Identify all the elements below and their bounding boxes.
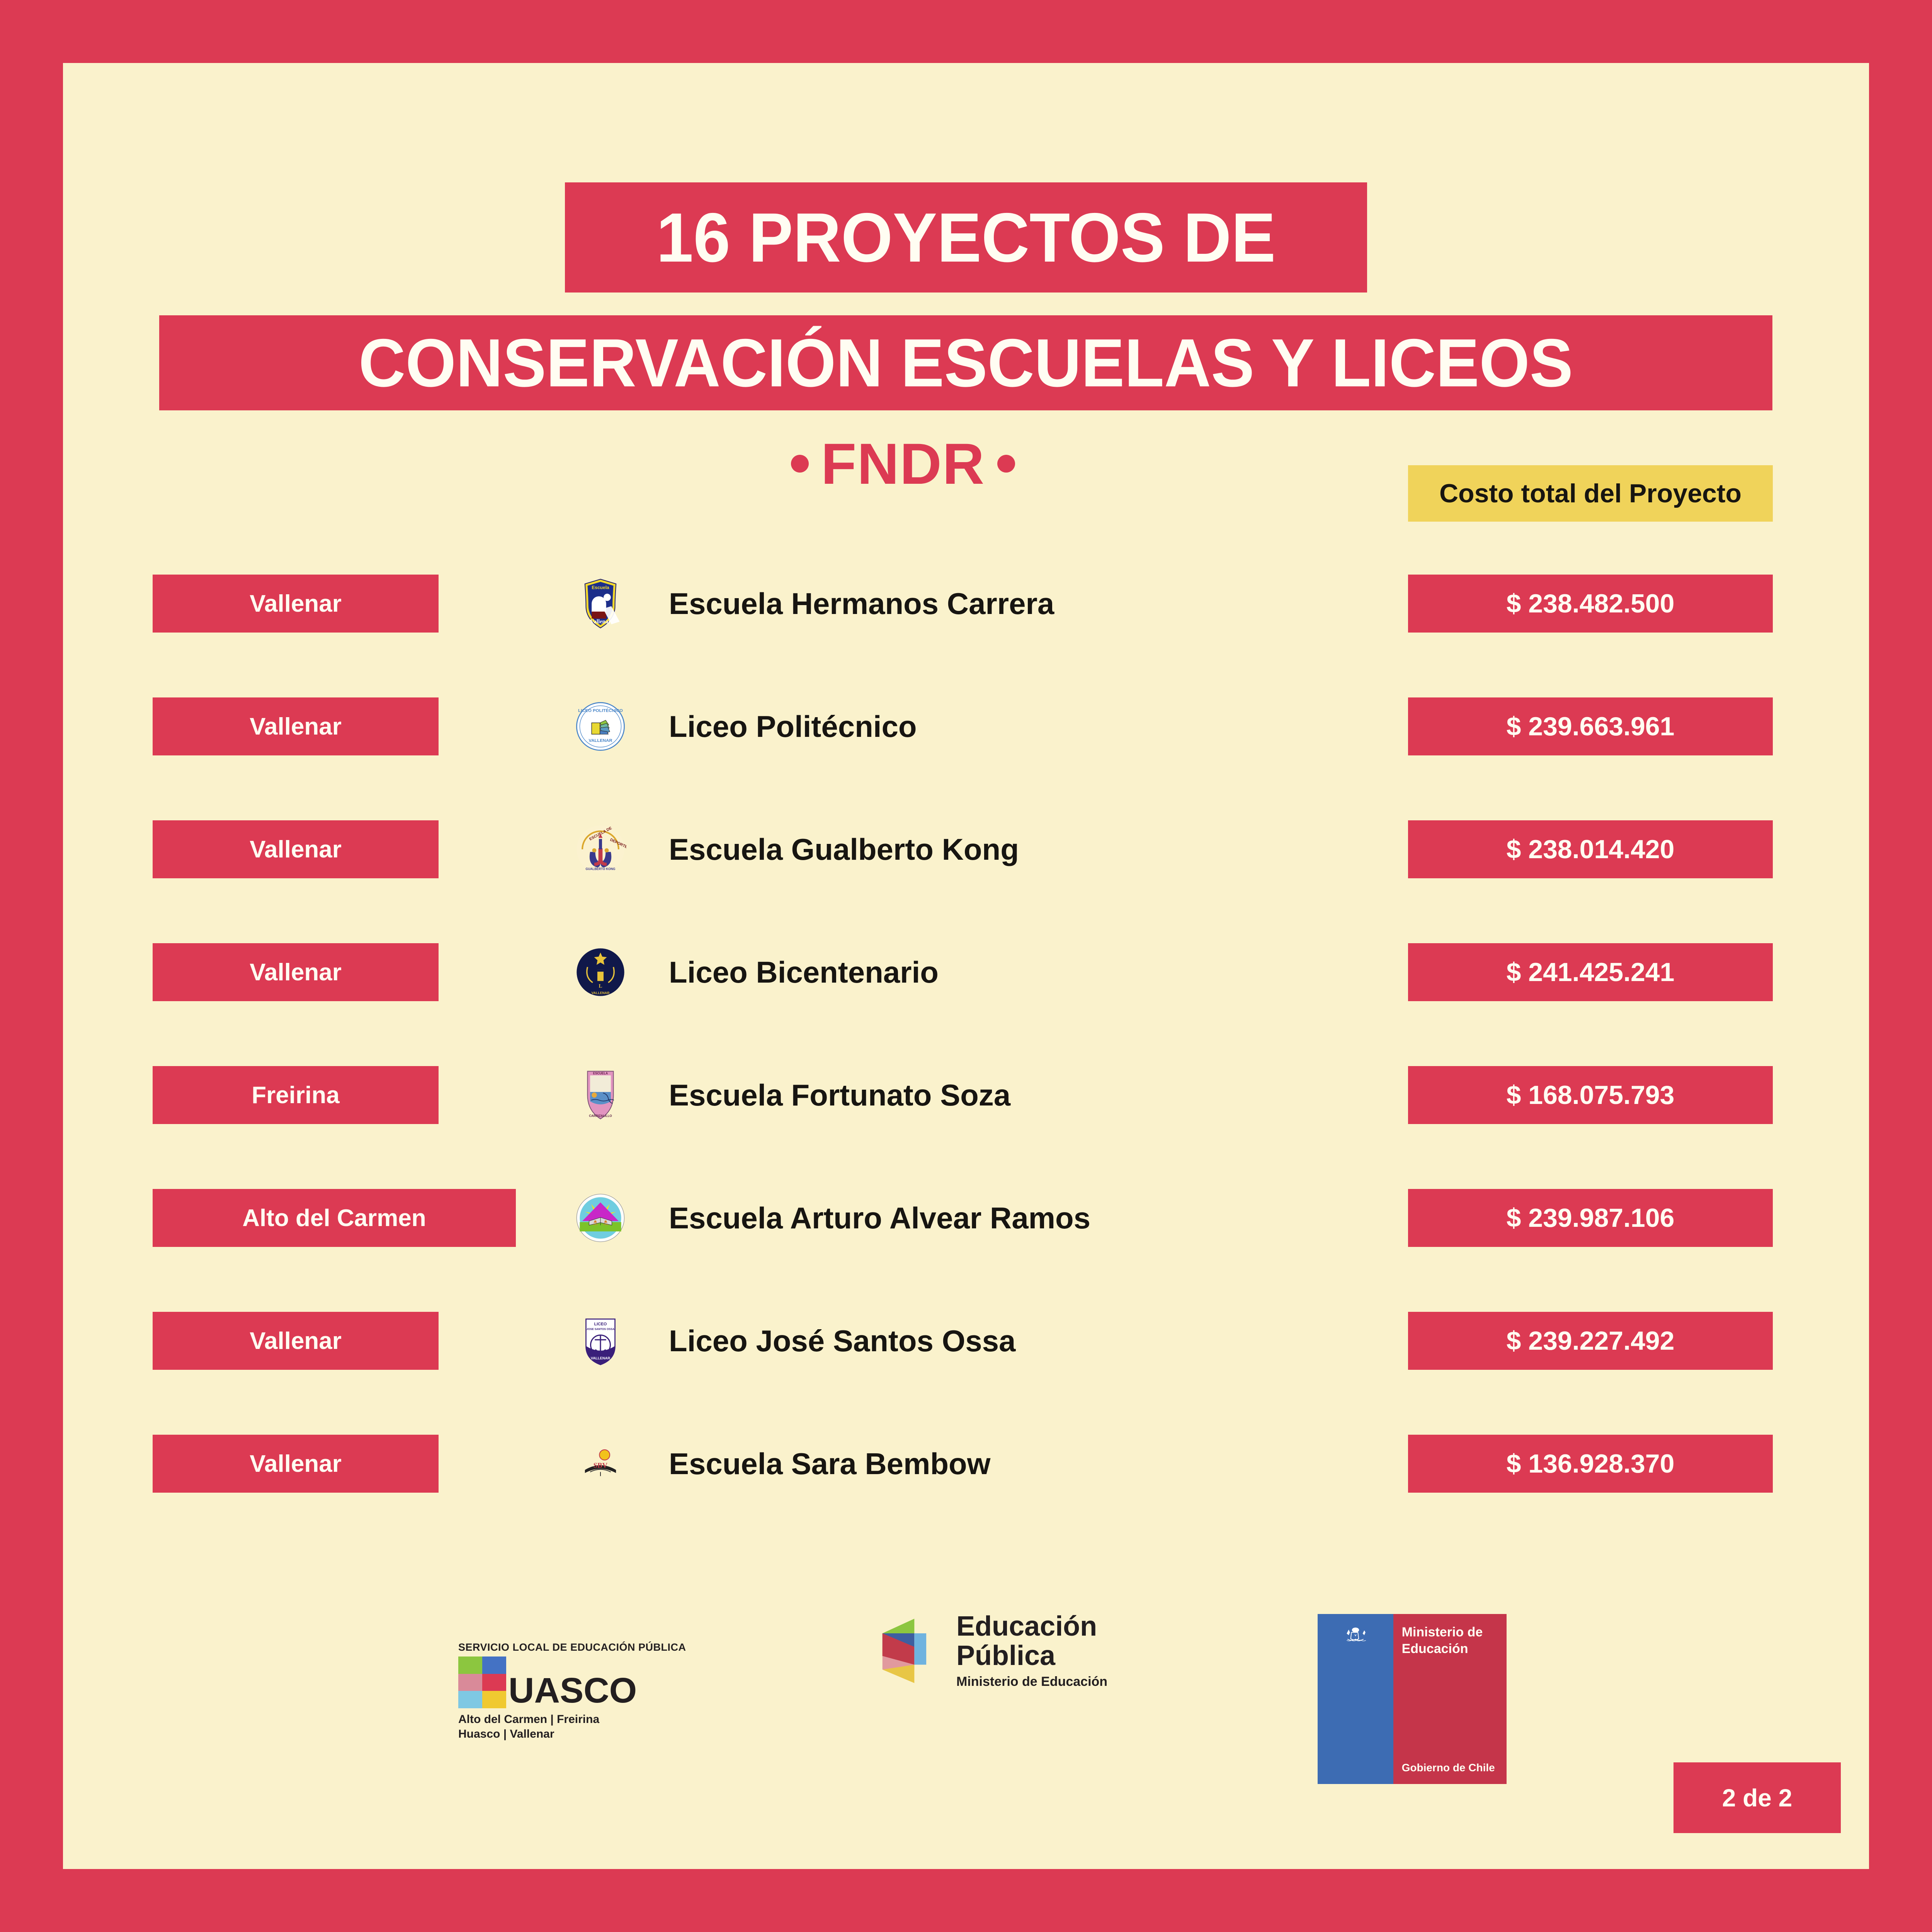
svg-text:LICEO: LICEO [594,1322,607,1327]
svg-text:LICEO POLITÉCNICO: LICEO POLITÉCNICO [578,708,623,713]
svg-text:CARRIZALILLO: CARRIZALILLO [589,1114,612,1117]
svg-text:GUALBERTO KONG: GUALBERTO KONG [585,867,615,871]
svg-text:VALLENAR: VALLENAR [592,991,610,995]
svg-text:ESCUELA: ESCUELA [593,1071,608,1075]
svg-text:VALLENAR: VALLENAR [591,1356,611,1360]
svg-text:Escuela: Escuela [592,585,609,590]
svg-text:L: L [599,983,602,989]
svg-text:JOSE SANTOS OSSA: JOSE SANTOS OSSA [587,1328,614,1331]
svg-text:SBV: SBV [594,1462,608,1470]
svg-text:VALLENAR: VALLENAR [588,738,612,743]
svg-text:Vallenar: Vallenar [590,619,611,625]
